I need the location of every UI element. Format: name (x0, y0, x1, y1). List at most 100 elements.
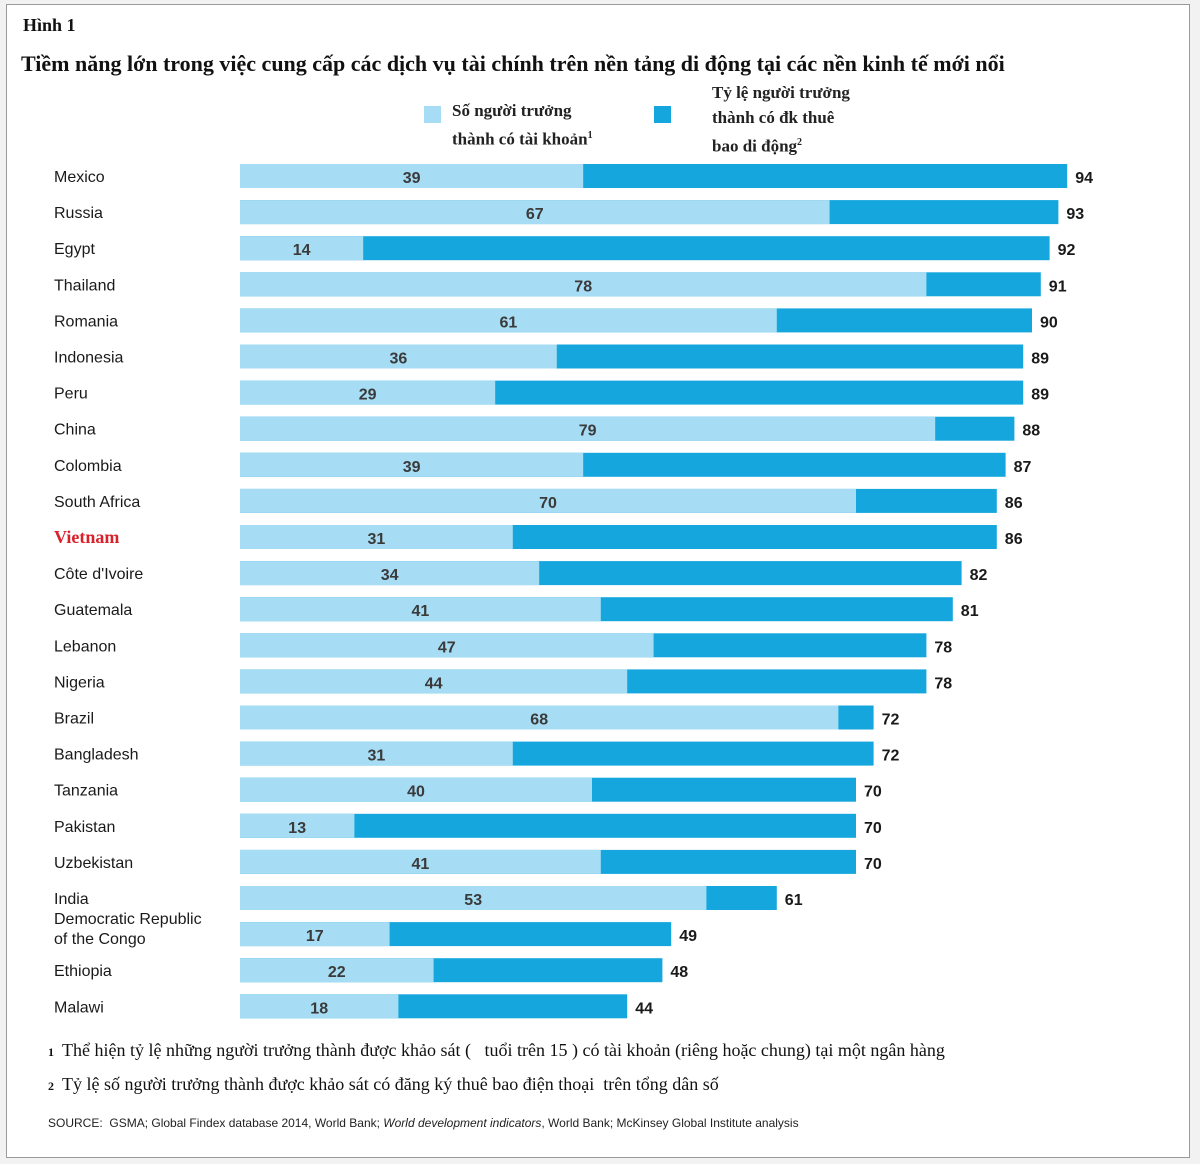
footnote-2: 2 Tỷ lệ số người trưởng thành được khảo s… (48, 1074, 719, 1095)
chart-title: Tiềm năng lớn trong việc cung cấp các dị… (21, 51, 1005, 76)
bar-accounts-romania (240, 308, 777, 333)
footnote-1: 1 Thể hiện tỷ lệ những người trưởng thành… (48, 1040, 945, 1061)
value-label-mobile-mexico: 94 (1075, 170, 1093, 187)
country-label-lebanon: Lebanon (54, 638, 116, 655)
country-label-c-te-d-ivoire: Côte d'Ivoire (54, 566, 143, 583)
value-label-accounts-indonesia: 36 (390, 351, 408, 368)
legend-label-mobile-sup: 2 (797, 137, 803, 148)
bar-accounts-democratic-republic-of-the-congo (240, 922, 390, 947)
bar-mobile-egypt (240, 236, 1050, 261)
country-label-ethiopia: Ethiopia (54, 963, 112, 980)
value-label-accounts-india: 53 (464, 892, 482, 909)
bar-accounts-egypt (240, 236, 364, 261)
footnote-1-number: 1 (48, 1045, 54, 1059)
country-label-democratic-republic-of-the-congo: Democratic Republic of the Congo (54, 911, 202, 948)
footnote-2-number: 2 (48, 1079, 54, 1093)
legend-swatch-accounts (424, 106, 441, 123)
legend-label-mobile-line3-text: bao di động (712, 136, 798, 156)
bar-accounts-indonesia (240, 344, 557, 369)
country-label-guatemala: Guatemala (54, 602, 132, 619)
country-label-pakistan: Pakistan (54, 819, 115, 836)
value-label-mobile-indonesia: 89 (1031, 351, 1049, 368)
source-part-1: GSMA; Global Findex database 2014, World… (109, 1116, 380, 1130)
country-label-colombia: Colombia (54, 458, 122, 475)
legend-label-accounts-sup: 1 (587, 130, 593, 141)
value-label-mobile-nigeria: 78 (934, 675, 952, 692)
bar-accounts-vietnam (240, 525, 513, 549)
bar-accounts-thailand (240, 272, 927, 297)
value-label-mobile-south-africa: 86 (1005, 495, 1023, 512)
country-label-peru: Peru (54, 386, 88, 403)
legend-label-accounts-line2: thành có tài khoản1 (452, 123, 642, 152)
country-label-brazil: Brazil (54, 711, 94, 728)
footnote-2-text-a: Tỷ lệ số người trưởng thành được khảo sá… (62, 1074, 595, 1094)
bar-accounts-c-te-d-ivoire (240, 561, 540, 586)
value-label-accounts-mexico: 39 (403, 170, 421, 187)
country-label-nigeria: Nigeria (54, 674, 105, 691)
value-label-mobile-bangladesh: 72 (882, 748, 900, 765)
value-label-accounts-brazil: 68 (530, 712, 548, 729)
value-label-accounts-thailand: 78 (574, 278, 592, 295)
footnote-2-text-b: trên tổng dân số (603, 1074, 719, 1094)
source-prefix: SOURCE: (48, 1116, 103, 1130)
value-label-mobile-thailand: 91 (1049, 278, 1067, 295)
source-part-3: , World Bank; McKinsey Global Institute … (541, 1116, 799, 1130)
value-label-accounts-ethiopia: 22 (328, 964, 346, 981)
value-label-accounts-china: 79 (579, 423, 597, 440)
bar-accounts-russia (240, 200, 830, 225)
value-label-mobile-russia: 93 (1066, 206, 1084, 223)
value-label-mobile-ethiopia: 48 (670, 964, 688, 981)
legend-label-mobile-line2: thành có đk thuê (712, 108, 835, 127)
value-label-mobile-democratic-republic-of-the-congo: 49 (679, 928, 697, 945)
value-label-accounts-nigeria: 44 (425, 675, 443, 692)
bar-accounts-malawi (240, 994, 399, 1019)
value-label-accounts-malawi: 18 (310, 1000, 328, 1017)
country-label-tanzania: Tanzania (54, 783, 118, 800)
footnote-1-text-c: ) có tài khoản (riêng hoặc chung) tại mộ… (572, 1040, 945, 1060)
country-label-indonesia: Indonesia (54, 350, 123, 367)
value-label-mobile-egypt: 92 (1058, 242, 1076, 259)
country-label-south-africa: South Africa (54, 494, 140, 511)
value-label-accounts-peru: 29 (359, 387, 377, 404)
bar-accounts-guatemala (240, 597, 601, 622)
bar-accounts-colombia (240, 452, 584, 477)
value-label-accounts-romania: 61 (500, 314, 518, 331)
country-label-thailand: Thailand (54, 277, 115, 294)
source-line: SOURCE: GSMA; Global Findex database 201… (48, 1116, 799, 1130)
country-label-mexico: Mexico (54, 169, 105, 186)
value-label-mobile-c-te-d-ivoire: 82 (970, 567, 988, 584)
country-label-russia: Russia (54, 205, 103, 222)
value-label-accounts-south-africa: 70 (539, 495, 557, 512)
value-label-accounts-egypt: 14 (293, 242, 311, 259)
legend-label-accounts-line1: Số người trưởng (452, 101, 572, 120)
legend-label-accounts: Số người trưởng thành có tài khoản1 (452, 98, 642, 152)
bar-accounts-pakistan (240, 813, 355, 838)
bar-accounts-uzbekistan (240, 849, 601, 874)
legend-label-mobile-line3: bao di động2 (712, 130, 902, 159)
bar-accounts-peru (240, 380, 496, 405)
bar-accounts-tanzania (240, 777, 592, 802)
value-label-accounts-colombia: 39 (403, 459, 421, 476)
source-part-2: World development indicators (383, 1116, 542, 1130)
value-label-mobile-india: 61 (785, 892, 803, 909)
country-label-uzbekistan: Uzbekistan (54, 855, 133, 872)
bar-accounts-ethiopia (240, 958, 434, 983)
legend-label-mobile: Tỷ lệ người trưởng thành có đk thuê bao … (712, 80, 902, 159)
value-label-accounts-lebanon: 47 (438, 639, 456, 656)
value-label-accounts-democratic-republic-of-the-congo: 17 (306, 928, 324, 945)
country-label-vietnam: Vietnam (54, 527, 119, 547)
bar-accounts-china (240, 416, 936, 441)
bar-chart: Mexico 39 94 Russia 67 93 Egypt 14 92 Thailand 78 9… (54, 164, 1093, 1019)
bar-accounts-brazil (240, 705, 839, 730)
value-label-accounts-bangladesh: 31 (368, 748, 386, 765)
country-label-china: China (54, 422, 96, 439)
bar-accounts-bangladesh (240, 741, 513, 766)
bar-accounts-lebanon (240, 633, 654, 658)
value-label-mobile-malawi: 44 (635, 1000, 653, 1017)
value-label-accounts-c-te-d-ivoire: 34 (381, 567, 399, 584)
bar-accounts-south-africa (240, 488, 856, 513)
value-label-accounts-tanzania: 40 (407, 784, 425, 801)
value-label-mobile-guatemala: 81 (961, 603, 979, 620)
value-label-accounts-uzbekistan: 41 (412, 856, 430, 873)
value-label-accounts-pakistan: 13 (288, 820, 306, 837)
